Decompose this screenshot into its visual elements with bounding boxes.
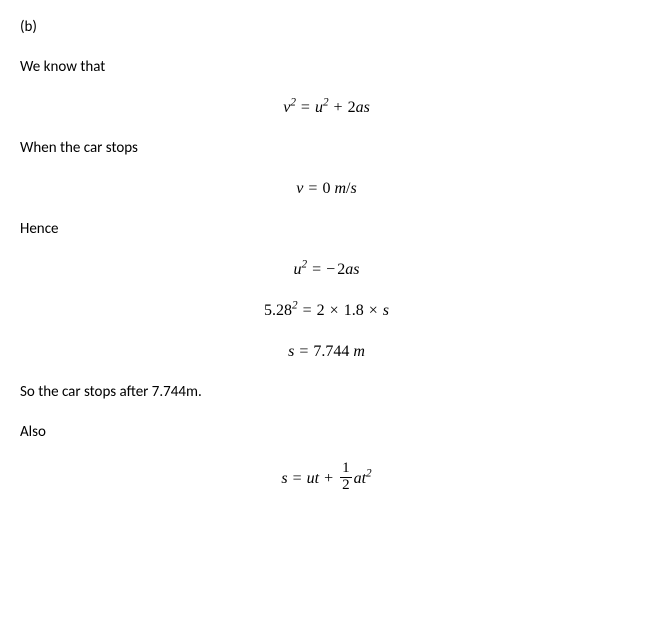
coef-2: 2 (337, 261, 345, 278)
op-times: × (325, 302, 344, 319)
val-528: 5.28 (264, 302, 292, 319)
var-u: u (307, 470, 315, 487)
part-label: (b) (20, 18, 633, 36)
cond-text: When the car stops (20, 139, 633, 157)
equation-suvat-s: s=ut+12at2 (20, 463, 633, 496)
op-eq: = (303, 180, 322, 197)
op-eq: = (288, 470, 307, 487)
sup-2: 2 (366, 468, 372, 480)
equation-v-0: v=0 m/s (20, 179, 633, 198)
val-7744: 7.744 (313, 343, 349, 360)
equation-num-subst: 5.282=2×1.8×s (20, 301, 633, 320)
op-eq: = (307, 261, 326, 278)
var-u: u (294, 261, 302, 278)
op-eq: = (294, 343, 313, 360)
frac-den: 2 (340, 478, 352, 494)
var-s: s (383, 302, 389, 319)
val-0: 0 (322, 180, 330, 197)
frac-num: 1 (340, 461, 352, 478)
frac-half: 12 (340, 461, 352, 494)
op-plus: + (329, 99, 348, 116)
var-a: a (354, 470, 362, 487)
var-a: a (356, 99, 364, 116)
var-s: s (353, 261, 359, 278)
equation-s-result: s=7.744 m (20, 342, 633, 361)
var-a: a (345, 261, 353, 278)
var-s: s (364, 99, 370, 116)
var-u: u (315, 99, 323, 116)
hence-text: Hence (20, 220, 633, 238)
val-18: 1.8 (344, 302, 364, 319)
unit-m: m (353, 343, 365, 360)
unit-s: s (350, 180, 356, 197)
sup-2: 2 (292, 300, 298, 312)
also-text: Also (20, 423, 633, 441)
op-plus: + (319, 470, 338, 487)
op-times: × (364, 302, 383, 319)
op-eq: = (296, 99, 315, 116)
unit-m: m (334, 180, 346, 197)
op-neg: − (326, 261, 337, 278)
val-2: 2 (317, 302, 325, 319)
var-s: s (281, 470, 287, 487)
intro-text: We know that (20, 58, 633, 76)
coef-2: 2 (348, 99, 356, 116)
op-eq: = (298, 302, 317, 319)
equation-v2-u2-2as: v2=u2+2as (20, 98, 633, 117)
conclusion-text: So the car stops after 7.744m. (20, 383, 633, 401)
equation-u2-neg2as: u2=−2as (20, 260, 633, 279)
sup-2: 2 (323, 97, 329, 109)
